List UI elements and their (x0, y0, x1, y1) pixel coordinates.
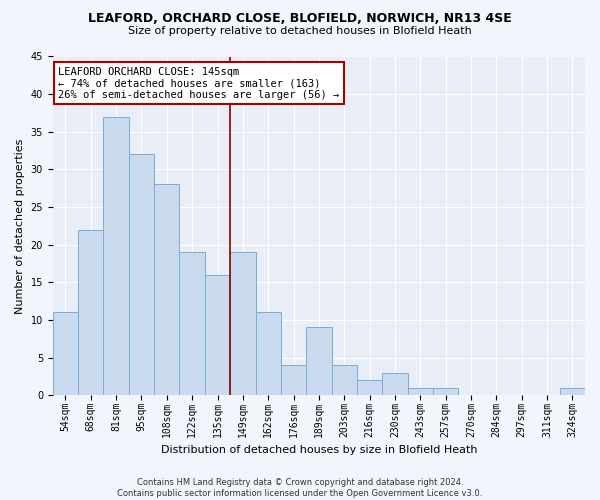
Bar (103, 116, 129, 395)
Bar (407, 388, 433, 395)
Text: Contains HM Land Registry data © Crown copyright and database right 2024.
Contai: Contains HM Land Registry data © Crown c… (118, 478, 482, 498)
Text: Size of property relative to detached houses in Blofield Heath: Size of property relative to detached ho… (128, 26, 472, 36)
Bar (382, 372, 407, 395)
Bar (129, 154, 154, 395)
Bar (256, 312, 281, 395)
Bar (281, 365, 306, 395)
Bar (154, 184, 179, 395)
Bar (53, 312, 78, 395)
Bar (205, 275, 230, 395)
Text: LEAFORD ORCHARD CLOSE: 145sqm
← 74% of detached houses are smaller (163)
26% of : LEAFORD ORCHARD CLOSE: 145sqm ← 74% of d… (58, 66, 340, 100)
Bar (433, 388, 458, 395)
Bar (78, 230, 103, 395)
X-axis label: Distribution of detached houses by size in Blofield Heath: Distribution of detached houses by size … (161, 445, 477, 455)
Bar (560, 388, 585, 395)
Bar (357, 380, 382, 395)
Y-axis label: Number of detached properties: Number of detached properties (15, 138, 25, 314)
Bar (230, 252, 256, 395)
Bar (332, 365, 357, 395)
Bar (306, 328, 332, 395)
Text: LEAFORD, ORCHARD CLOSE, BLOFIELD, NORWICH, NR13 4SE: LEAFORD, ORCHARD CLOSE, BLOFIELD, NORWIC… (88, 12, 512, 26)
Bar (179, 252, 205, 395)
